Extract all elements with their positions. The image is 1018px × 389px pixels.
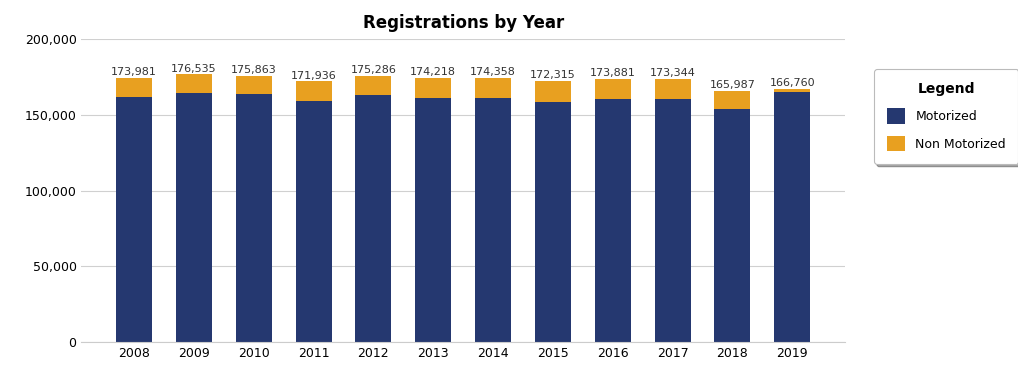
Bar (415, 78, 451, 98)
Bar (295, 81, 332, 101)
Text: 175,286: 175,286 (350, 65, 396, 75)
Text: 174,358: 174,358 (470, 67, 516, 77)
Bar (236, 75, 272, 94)
Bar (355, 95, 391, 342)
Bar (415, 98, 451, 342)
Bar (176, 75, 212, 93)
Text: 165,987: 165,987 (710, 80, 755, 89)
Bar (715, 109, 750, 342)
Text: 173,981: 173,981 (111, 67, 157, 77)
Text: 172,315: 172,315 (530, 70, 576, 80)
Bar (116, 96, 152, 342)
Bar (475, 78, 511, 98)
Text: 173,881: 173,881 (589, 68, 635, 78)
Bar (535, 81, 571, 102)
Bar (116, 78, 152, 96)
Text: 175,863: 175,863 (231, 65, 277, 75)
Bar (655, 99, 690, 342)
Text: 173,344: 173,344 (649, 68, 695, 79)
Bar (595, 79, 631, 99)
Bar (236, 94, 272, 342)
Text: 171,936: 171,936 (291, 70, 337, 81)
Bar (355, 76, 391, 95)
Bar (775, 89, 810, 92)
Text: 174,218: 174,218 (410, 67, 456, 77)
Bar (475, 98, 511, 342)
Bar (595, 99, 631, 342)
Legend: Motorized, Non Motorized: Motorized, Non Motorized (874, 69, 1018, 164)
Bar (655, 79, 690, 99)
Text: 166,760: 166,760 (770, 79, 815, 88)
Bar (715, 91, 750, 109)
Bar (535, 102, 571, 342)
Bar (295, 101, 332, 342)
Bar (176, 93, 212, 342)
Title: Registrations by Year: Registrations by Year (362, 14, 564, 32)
Text: 176,535: 176,535 (171, 63, 217, 74)
Bar (775, 92, 810, 342)
